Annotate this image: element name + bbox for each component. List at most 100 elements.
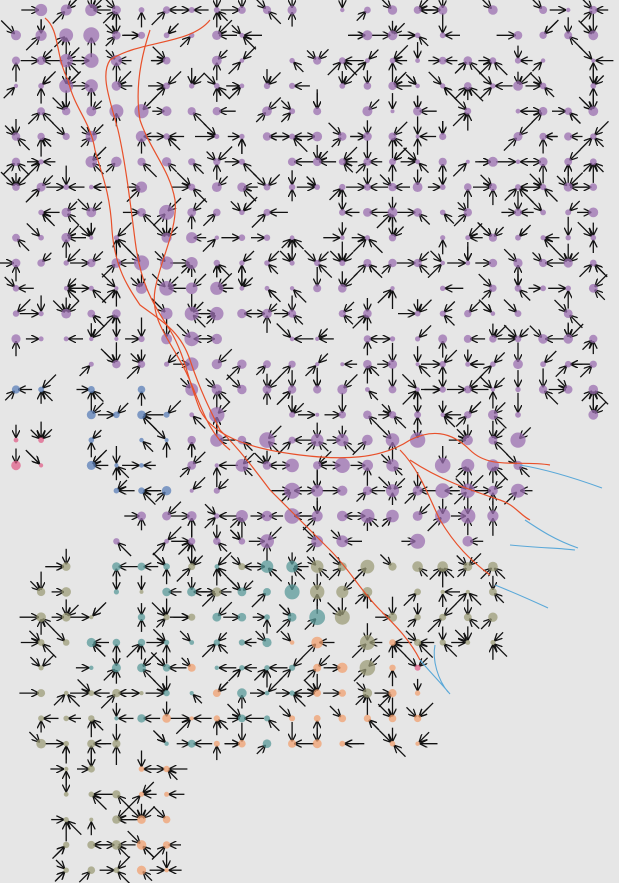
purple-node [588,106,599,117]
purple-node [415,159,420,165]
teal-node [260,560,274,573]
purple-node [11,56,21,65]
field-arrow [479,376,490,387]
field-arrow [495,63,508,76]
purple-node [137,31,146,39]
field-arrow [144,215,156,227]
teal-node [214,564,220,569]
olive-node [439,613,447,621]
purple-node [589,334,598,343]
purple-node [35,29,47,41]
purple-node [440,260,446,266]
field-arrow [151,847,165,860]
blue-node [88,437,95,443]
olive-node [310,560,324,573]
purple-node [288,436,296,444]
purple-node [438,157,447,166]
field-arrow [294,695,306,707]
purple-node [264,285,270,291]
field-arrow [495,325,507,337]
field-arrow [420,645,434,659]
purple-node [465,361,471,367]
field-arrow [303,679,315,691]
blue-node [161,486,172,496]
purple-node [264,260,270,266]
field-arrow [331,139,341,148]
purple-node [289,57,295,64]
field-arrow [280,99,290,109]
purple-node [289,133,296,140]
purple-node [363,359,372,369]
field-arrow [445,603,457,616]
purple-node [238,538,246,545]
blue-node [87,386,95,393]
purple-node [340,362,345,367]
purple-node [239,209,245,216]
field-arrow [169,526,182,540]
orange-node [163,765,170,773]
purple-node [365,387,370,392]
purple-node [239,58,245,63]
purple-node [412,485,423,496]
field-arrow [344,251,354,261]
purple-node [263,360,271,369]
field-arrow [93,146,107,160]
blue-node [38,386,44,393]
purple-node [438,56,447,65]
field-arrow [219,88,231,100]
field-arrow [328,122,341,135]
field-arrow [105,0,114,8]
olive-node [87,866,96,874]
purple-node [388,258,397,268]
field-arrow [128,796,139,808]
field-arrow [169,501,182,514]
field-arrow [152,46,165,59]
field-arrow [532,0,541,8]
field-arrow [545,350,557,362]
field-arrow [420,37,429,47]
purple-node [463,385,472,394]
field-arrow [230,555,240,565]
field-arrow [28,731,39,742]
purple-node [414,310,421,317]
purple-node [563,385,573,394]
purple-node [137,157,146,166]
purple-node [511,483,525,498]
field-arrow [194,417,206,429]
orange-node [415,741,420,746]
olive-node [62,841,70,849]
field-arrow [403,147,416,160]
orange-node [137,815,146,824]
field-arrow [470,552,482,564]
field-arrow [269,265,279,275]
purple-node [162,56,171,65]
purple-node [313,284,322,293]
purple-node [313,385,322,394]
purple-node [338,310,346,318]
field-arrow [119,402,129,413]
purple-node [189,83,195,89]
field-arrow [352,442,366,456]
field-arrow [407,75,416,84]
field-arrow [151,12,165,26]
purple-node [263,183,271,191]
field-arrow [255,113,265,123]
purple-node [440,83,446,89]
field-arrow [119,479,128,489]
field-arrow [269,250,280,261]
purple-node [237,435,247,445]
field-arrow [269,173,281,185]
teal-node [262,637,272,648]
olive-node [88,791,95,798]
field-arrow [269,303,278,312]
field-arrow [256,746,265,755]
field-arrow [381,265,391,275]
field-arrow [294,63,304,73]
field-arrow [370,49,379,59]
field-arrow [156,657,165,666]
purple-node [360,508,375,524]
purple-node [137,511,146,521]
orange-node [164,868,169,873]
olive-node [465,589,470,594]
purple-node [438,334,448,344]
